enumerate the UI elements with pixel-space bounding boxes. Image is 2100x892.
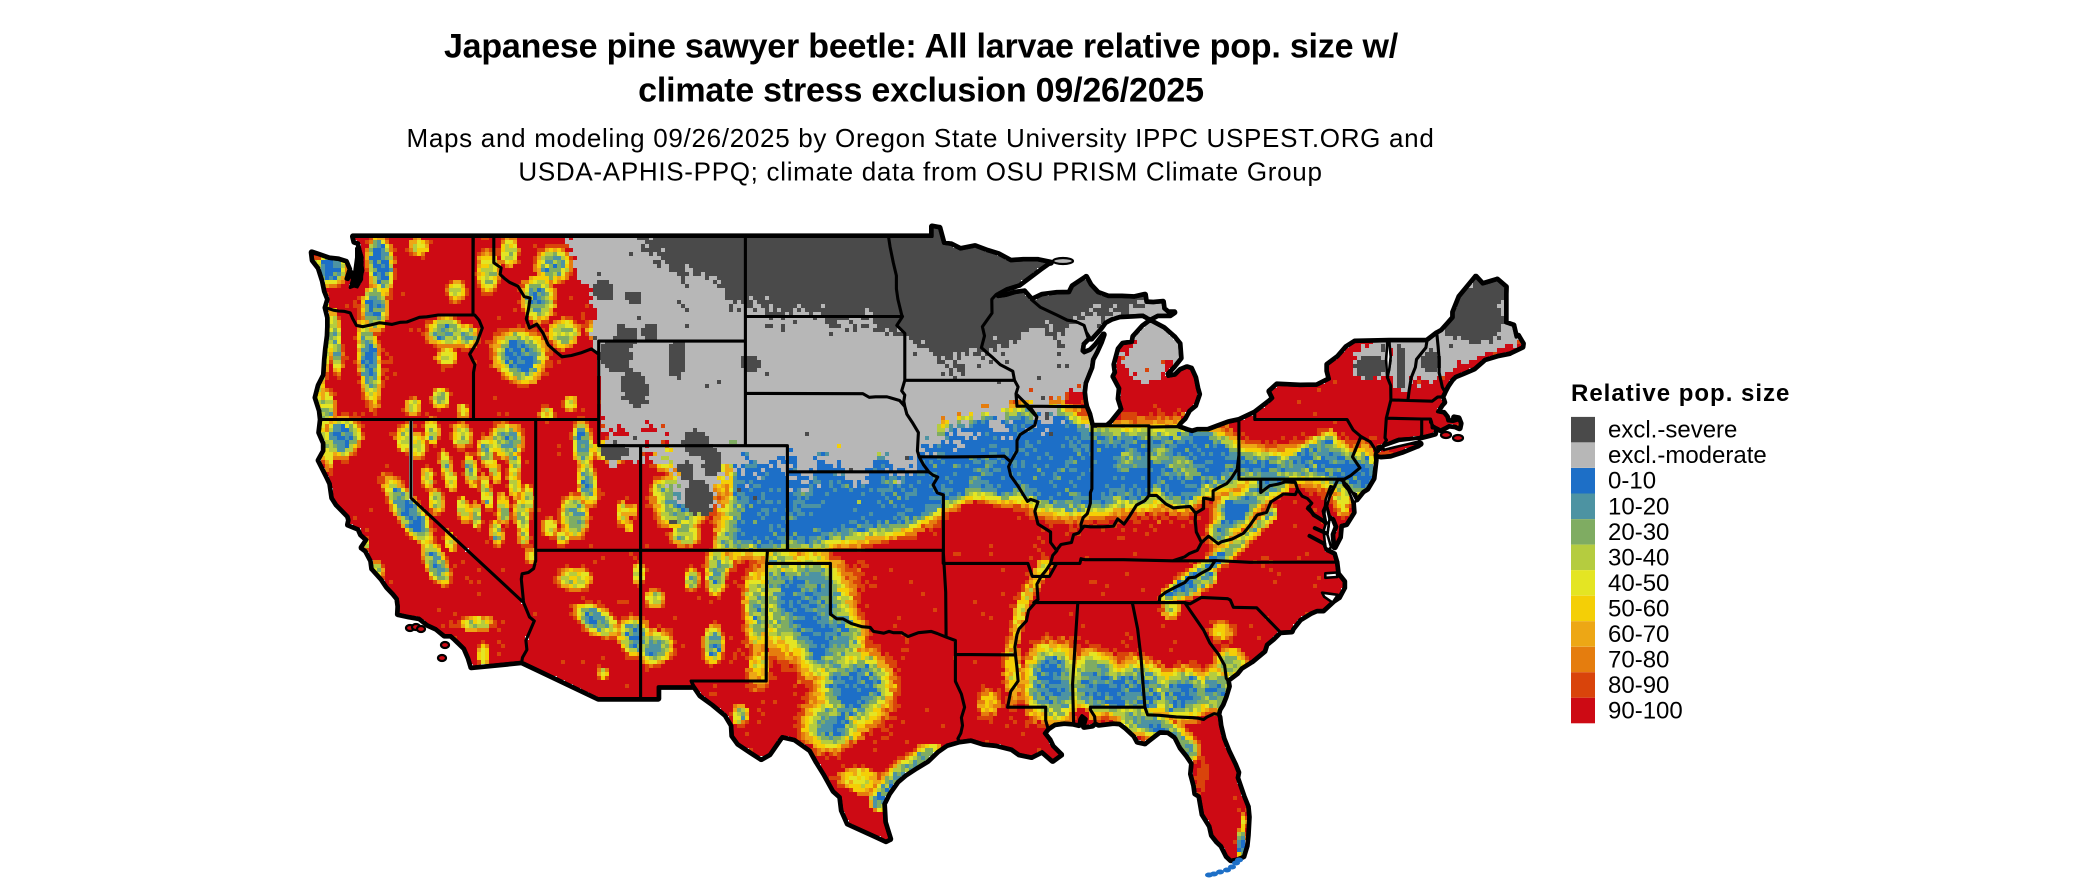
svg-text:Maps and modeling 09/26/2025 b: Maps and modeling 09/26/2025 by Oregon S… xyxy=(406,123,1434,153)
svg-text:60-70: 60-70 xyxy=(1608,621,1669,648)
svg-text:20-30: 20-30 xyxy=(1608,519,1669,546)
svg-text:Japanese pine sawyer beetle: A: Japanese pine sawyer beetle: All larvae … xyxy=(444,28,1399,66)
svg-text:excl.-moderate: excl.-moderate xyxy=(1608,442,1767,469)
svg-text:70-80: 70-80 xyxy=(1608,647,1669,674)
svg-text:10-20: 10-20 xyxy=(1608,493,1669,520)
svg-text:50-60: 50-60 xyxy=(1608,595,1669,622)
svg-text:90-100: 90-100 xyxy=(1608,698,1683,725)
svg-text:40-50: 40-50 xyxy=(1608,570,1669,597)
svg-text:30-40: 30-40 xyxy=(1608,544,1669,571)
svg-text:0-10: 0-10 xyxy=(1608,468,1656,495)
svg-text:Relative pop. size: Relative pop. size xyxy=(1571,380,1790,407)
svg-text:80-90: 80-90 xyxy=(1608,672,1669,699)
svg-text:excl.-severe: excl.-severe xyxy=(1608,417,1737,444)
svg-text:climate stress exclusion 09/26: climate stress exclusion 09/26/2025 xyxy=(638,71,1204,109)
svg-text:USDA-APHIS-PPQ; climate data f: USDA-APHIS-PPQ; climate data from OSU PR… xyxy=(518,156,1322,186)
